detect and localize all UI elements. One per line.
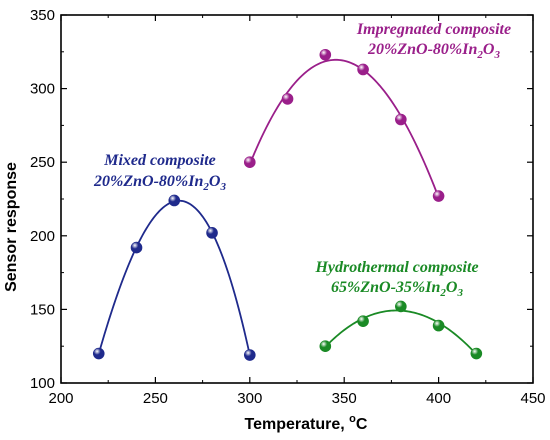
data-point-series-1 [395, 113, 407, 126]
y-axis-label: Sensor response [3, 162, 20, 292]
annotation-hydrothermal-line1: Hydrothermal composite [314, 259, 478, 276]
x-axis-label-unit: C [356, 416, 368, 433]
y-tick-label: 100 [30, 375, 55, 392]
x-axis-label-degree: o [349, 413, 356, 425]
x-tick-label: 400 [426, 390, 451, 407]
data-point-series-1 [319, 48, 332, 61]
y-tick-label: 200 [30, 228, 55, 245]
tick-labels: 200 250 300 350 400 450 100 150 200 250 300 350 [30, 7, 546, 407]
fit-curve-series-2 [324, 309, 478, 355]
data-point-series-2 [357, 315, 369, 327]
data-point-series-0 [244, 349, 256, 361]
data-points [92, 48, 483, 361]
data-point-series-1 [281, 93, 294, 105]
annotation-impregnated: Impregnated composite 20%ZnO-80%In2O3 [356, 21, 511, 61]
data-point-series-0 [130, 241, 143, 254]
axis-ticks [60, 14, 534, 384]
y-tick-label: 250 [30, 154, 55, 171]
data-point-series-1 [357, 63, 369, 76]
x-tick-label: 450 [520, 390, 545, 407]
x-tick-label: 300 [237, 390, 262, 407]
annotation-impregnated-line1: Impregnated composite [356, 21, 511, 38]
annotation-impregnated-line2: 20%ZnO-80%In2O3 [367, 41, 500, 61]
data-point-series-0 [168, 194, 181, 207]
annotation-hydrothermal-line2: 65%ZnO-35%In2O3 [331, 279, 463, 299]
data-point-series-2 [432, 319, 445, 332]
data-point-series-1 [432, 190, 445, 202]
data-point-series-2 [470, 347, 483, 360]
data-point-series-0 [92, 347, 105, 360]
x-tick-label: 200 [48, 390, 73, 407]
fit-curve-series-1 [248, 58, 440, 198]
data-point-series-0 [206, 227, 218, 239]
y-tick-label: 350 [30, 7, 55, 24]
data-point-series-1 [244, 156, 256, 168]
y-tick-label: 150 [30, 301, 55, 318]
annotation-mixed-line2: 20%ZnO-80%In2O3 [93, 173, 226, 193]
x-tick-label: 350 [332, 390, 357, 407]
x-axis-label-text: Temperature, [245, 416, 350, 433]
data-point-series-2 [319, 340, 332, 353]
fit-curve-series-0 [97, 199, 251, 356]
data-point-series-2 [395, 300, 407, 313]
x-tick-label: 250 [143, 390, 168, 407]
x-axis-label: Temperature, oC [245, 413, 368, 433]
plot-frame [60, 14, 534, 384]
annotation-mixed: Mixed composite 20%ZnO-80%In2O3 [93, 152, 226, 193]
annotation-mixed-line1: Mixed composite [103, 152, 216, 169]
annotation-hydrothermal: Hydrothermal composite 65%ZnO-35%In2O3 [314, 259, 478, 299]
y-tick-label: 300 [30, 81, 55, 98]
